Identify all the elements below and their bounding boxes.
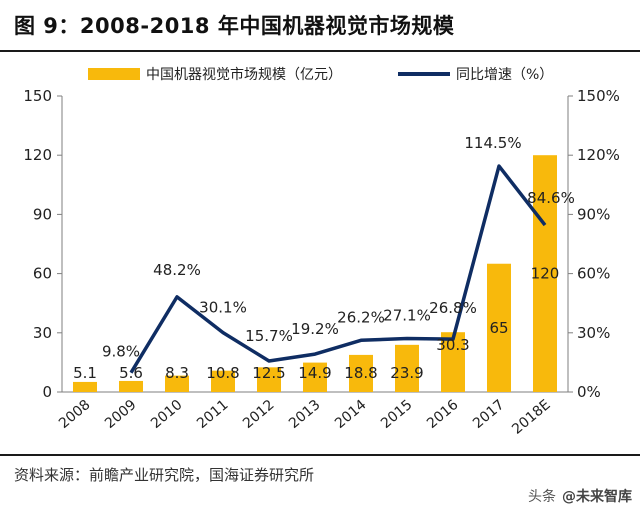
y-left-tick-label: 120: [23, 146, 52, 164]
y-right-tick-label: 60%: [577, 265, 610, 283]
y-left-tick-label: 60: [33, 265, 52, 283]
bar-value-label: 14.9: [298, 364, 331, 382]
y-right-tick-label: 0%: [577, 383, 601, 401]
watermark-prefix: 头条: [528, 489, 556, 505]
figure-title: 图 9：2008-2018 年中国机器视觉市场规模: [14, 14, 455, 38]
bar-2015: [395, 344, 419, 392]
bar-2008: [73, 381, 97, 392]
bar-2016: [441, 332, 465, 392]
bar-value-label: 120: [531, 265, 560, 283]
bar-2017: [487, 263, 511, 392]
growth-value-label: 26.8%: [429, 299, 477, 317]
growth-value-label: 15.7%: [245, 327, 293, 345]
growth-value-label: 9.8%: [102, 343, 140, 361]
bar-value-label: 18.8: [344, 364, 377, 382]
y-right-tick-label: 150%: [577, 87, 620, 105]
title-divider: [0, 50, 640, 52]
x-tick-label: 2018E: [509, 397, 553, 438]
y-right-tick-label: 120%: [577, 146, 620, 164]
y-left-tick-label: 150: [23, 87, 52, 105]
bar-value-label: 23.9: [390, 364, 423, 382]
x-tick-label: 2016: [424, 397, 462, 432]
y-right-tick-label: 90%: [577, 205, 610, 223]
bar-2014: [349, 354, 373, 392]
bar-2011: [211, 370, 235, 392]
growth-rate-line: [129, 164, 547, 374]
market-size-chart: 中国机器视觉市场规模（亿元） 同比增速（%） 0 30 60 90 120 150 0% 30% 6…: [23, 66, 620, 438]
bar-value-label: 8.3: [165, 364, 189, 382]
source-divider: [0, 454, 640, 456]
legend-bar-label: 中国机器视觉市场规模（亿元）: [146, 66, 342, 83]
growth-value-label: 30.1%: [199, 299, 247, 317]
x-tick-label: 2008: [56, 397, 94, 432]
y-left-tick-label: 0: [42, 383, 52, 401]
y-right-tick-label: 30%: [577, 324, 610, 342]
bar-2018E: [533, 155, 557, 392]
watermark: 头条 @未来智库: [528, 486, 632, 506]
x-tick-label: 2009: [102, 397, 140, 432]
legend-line-label: 同比增速（%）: [456, 67, 553, 83]
bar-2010: [165, 375, 189, 392]
y-left-tick-label: 90: [33, 205, 52, 223]
bar-value-label: 30.3: [436, 336, 469, 354]
bar-value-label: 12.5: [252, 364, 285, 382]
x-tick-label: 2014: [332, 397, 370, 432]
growth-value-label: 27.1%: [383, 307, 431, 325]
x-tick-label: 2017: [470, 397, 508, 432]
bar-value-label: 5.1: [73, 364, 97, 382]
growth-value-label: 19.2%: [291, 320, 339, 338]
legend-bar-swatch: [88, 68, 140, 80]
bar-value-label: 65: [489, 319, 508, 337]
source-note: 资料来源：前瞻产业研究院，国海证券研究所: [14, 466, 315, 484]
y-left-tick-label: 30: [33, 324, 52, 342]
bar-value-label: 10.8: [206, 364, 239, 382]
x-tick-label: 2015: [378, 397, 416, 432]
x-tick-label: 2012: [240, 397, 278, 432]
growth-value-label: 48.2%: [153, 261, 201, 279]
bar-value-label: 5.6: [119, 364, 143, 382]
x-tick-label: 2013: [286, 397, 324, 432]
x-tick-label: 2010: [148, 397, 186, 432]
x-tick-label: 2011: [194, 397, 232, 432]
bar-2013: [303, 362, 327, 392]
growth-value-label: 114.5%: [464, 134, 521, 152]
bar-2012: [257, 367, 281, 392]
bar-2009: [119, 380, 143, 392]
growth-value-label: 84.6%: [527, 189, 575, 207]
growth-value-label: 26.2%: [337, 308, 385, 326]
watermark-brand: @未来智库: [562, 489, 632, 505]
